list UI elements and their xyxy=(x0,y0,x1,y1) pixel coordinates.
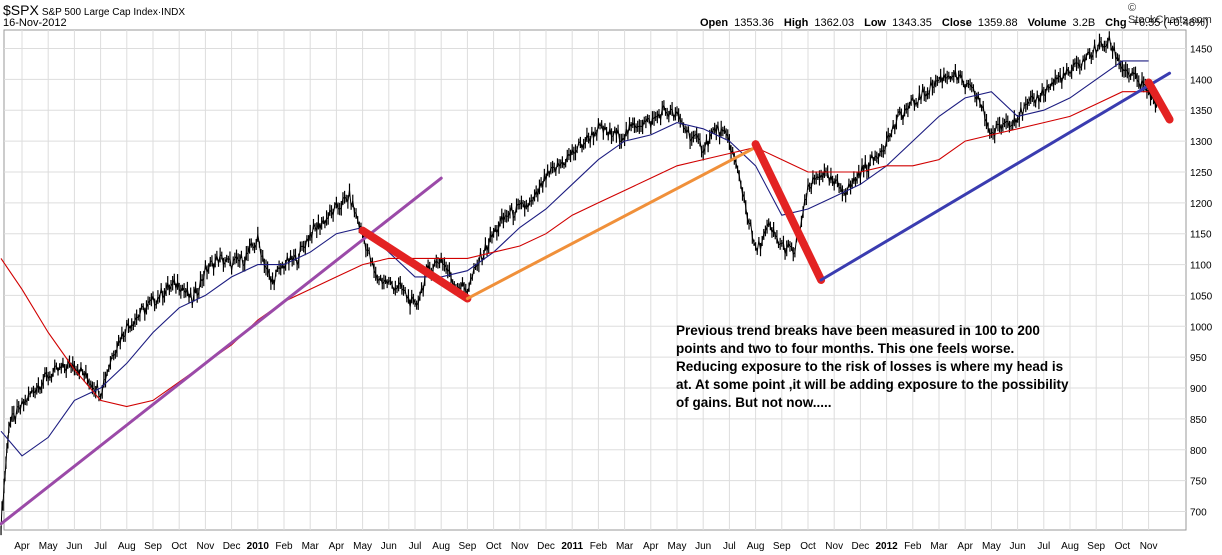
ohlc-label-volume: Volume xyxy=(1027,17,1067,29)
x-tick-label: Aug xyxy=(747,541,765,552)
ohlc-value-chg: +6.55 (+0.48%) xyxy=(1132,17,1209,29)
y-tick-label: 950 xyxy=(1190,353,1207,364)
ohlc-value-high: 1362.03 xyxy=(814,17,855,29)
y-tick-label: 1000 xyxy=(1190,322,1213,333)
y-tick-label: 1400 xyxy=(1190,75,1213,86)
x-tick-label: Sep xyxy=(459,541,477,552)
y-tick-label: 1150 xyxy=(1190,230,1212,241)
x-tick-label: 2012 xyxy=(875,541,898,552)
ohlc-label-chg: Chg xyxy=(1105,17,1127,29)
x-tick-label: Feb xyxy=(904,541,922,552)
y-tick-label: 800 xyxy=(1190,446,1207,457)
y-tick-label: 1200 xyxy=(1190,199,1213,210)
x-tick-label: May xyxy=(353,541,372,552)
ohlc-value-volume: 3.2B xyxy=(1072,17,1096,29)
x-tick-label: Sep xyxy=(1087,541,1105,552)
brand-label: © StockCharts.com xyxy=(1128,2,1212,26)
trend-line xyxy=(465,145,758,301)
x-tick-label: Jun xyxy=(381,541,397,552)
x-tick-label: May xyxy=(39,541,58,552)
ohlc-label-open: Open xyxy=(700,17,729,29)
ohlc-value-low: 1343.35 xyxy=(892,17,932,29)
ohlc-readout: Open 1353.36 High 1362.03 Low 1343.35 Close 135… xyxy=(700,17,1218,29)
exchange-label: ·INDX xyxy=(157,7,186,18)
y-tick-label: 1350 xyxy=(1190,106,1213,117)
y-tick-label: 1450 xyxy=(1190,45,1213,56)
price-line xyxy=(0,35,1157,531)
trend-line xyxy=(1144,78,1174,124)
x-tick-label: Aug xyxy=(1061,541,1079,552)
y-tick-label: 900 xyxy=(1190,384,1207,395)
x-tick-label: Apr xyxy=(14,541,30,552)
x-tick-label: Apr xyxy=(643,541,659,552)
y-tick-label: 1250 xyxy=(1190,168,1213,179)
x-tick-label: Nov xyxy=(1140,541,1158,552)
x-tick-label: Feb xyxy=(590,541,608,552)
x-tick-label: Jul xyxy=(1037,541,1050,552)
x-tick-label: Jun xyxy=(66,541,82,552)
annotation-text: Previous trend breaks have been measured… xyxy=(676,323,1069,410)
ohlc-label-high: High xyxy=(783,17,809,29)
trend-line xyxy=(819,71,1172,282)
x-tick-label: Jun xyxy=(1010,541,1026,552)
ohlc-value-open: 1353.36 xyxy=(734,17,774,29)
y-tick-label: 1050 xyxy=(1190,291,1213,302)
trend-line xyxy=(751,140,826,284)
x-tick-label: Sep xyxy=(144,541,162,552)
ma50-line xyxy=(0,60,1149,457)
x-tick-label: Jul xyxy=(723,541,736,552)
ohlc-label-low: Low xyxy=(864,17,887,29)
x-tick-label: Aug xyxy=(432,541,450,552)
ohlc-value-close: 1359.88 xyxy=(977,17,1018,29)
exchange: INDX xyxy=(161,7,186,18)
chart-date: 16-Nov-2012 xyxy=(3,17,67,29)
x-tick-label: Mar xyxy=(930,541,948,552)
x-tick-label: Nov xyxy=(825,541,843,552)
symbol: $SPX xyxy=(3,2,39,18)
y-tick-label: 850 xyxy=(1190,415,1207,426)
x-tick-label: Dec xyxy=(852,541,870,552)
trend-line xyxy=(358,226,472,303)
chart-title: $SPX S&P 500 Large Cap Index·INDX xyxy=(3,2,185,18)
x-tick-label: Apr xyxy=(957,541,973,552)
x-tick-label: Dec xyxy=(537,541,555,552)
x-tick-label: Oct xyxy=(486,541,502,552)
x-tick-label: Jul xyxy=(94,541,107,552)
x-tick-label: 2010 xyxy=(247,541,270,552)
x-tick-label: Jun xyxy=(695,541,711,552)
x-tick-label: Oct xyxy=(171,541,187,552)
x-tick-label: Aug xyxy=(118,541,136,552)
x-tick-label: 2011 xyxy=(561,541,583,552)
x-tick-label: Sep xyxy=(773,541,791,552)
x-tick-label: May xyxy=(668,541,687,552)
x-tick-label: Feb xyxy=(275,541,293,552)
x-tick-label: Dec xyxy=(223,541,241,552)
y-tick-label: 1100 xyxy=(1190,261,1212,272)
x-tick-label: Mar xyxy=(302,541,320,552)
x-tick-label: Jul xyxy=(409,541,422,552)
x-tick-label: Oct xyxy=(1115,541,1131,552)
x-tick-label: Mar xyxy=(616,541,634,552)
x-tick-label: Nov xyxy=(511,541,529,552)
plot-frame xyxy=(3,29,1187,531)
y-tick-label: 1300 xyxy=(1190,137,1213,148)
x-tick-label: Apr xyxy=(329,541,345,552)
ohlc-label-close: Close xyxy=(941,17,972,29)
x-tick-label: May xyxy=(982,541,1001,552)
x-tick-label: Oct xyxy=(800,541,816,552)
x-tick-label: Nov xyxy=(197,541,215,552)
index-name: S&P 500 Large Cap Index xyxy=(41,7,158,18)
y-tick-label: 750 xyxy=(1190,477,1207,488)
y-tick-label: 700 xyxy=(1190,507,1207,518)
